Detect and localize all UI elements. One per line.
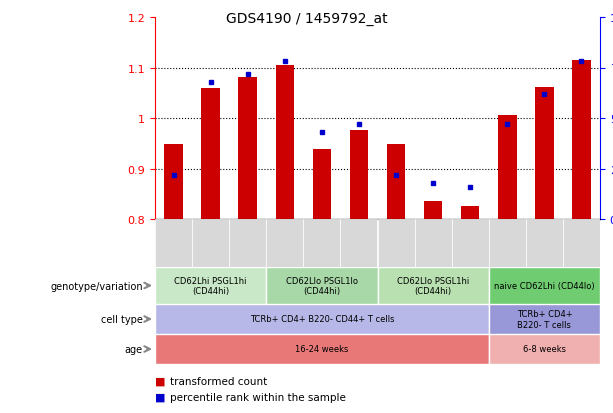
Bar <box>275 66 294 219</box>
Bar <box>266 267 378 304</box>
Text: ■: ■ <box>155 376 166 386</box>
Bar <box>155 219 192 267</box>
Bar <box>489 334 600 364</box>
Text: 16-24 weeks: 16-24 weeks <box>295 345 349 354</box>
Bar <box>387 145 405 219</box>
Text: percentile rank within the sample: percentile rank within the sample <box>170 392 346 402</box>
Bar <box>452 219 489 267</box>
Text: naive CD62Lhi (CD44lo): naive CD62Lhi (CD44lo) <box>494 281 595 290</box>
Bar <box>461 206 479 219</box>
Bar <box>164 145 183 219</box>
Bar <box>489 304 600 334</box>
Text: age: age <box>124 344 143 354</box>
Bar <box>349 130 368 219</box>
Bar <box>238 77 257 219</box>
Text: cell type: cell type <box>101 314 143 324</box>
Text: ■: ■ <box>155 392 166 402</box>
Bar <box>489 267 600 304</box>
Bar <box>303 219 340 267</box>
Bar <box>201 88 220 219</box>
Bar <box>563 219 600 267</box>
Bar <box>155 334 489 364</box>
Bar <box>229 219 266 267</box>
Text: CD62Llo PSGL1hi
(CD44hi): CD62Llo PSGL1hi (CD44hi) <box>397 276 469 295</box>
Bar <box>192 219 229 267</box>
Bar <box>535 88 554 219</box>
Text: GDS4190 / 1459792_at: GDS4190 / 1459792_at <box>226 12 387 26</box>
Text: transformed count: transformed count <box>170 376 268 386</box>
Bar <box>378 219 414 267</box>
Text: TCRb+ CD4+ B220- CD44+ T cells: TCRb+ CD4+ B220- CD44+ T cells <box>249 315 394 324</box>
Bar <box>155 267 266 304</box>
Text: 6-8 weeks: 6-8 weeks <box>523 345 566 354</box>
Bar <box>498 116 517 219</box>
Text: genotype/variation: genotype/variation <box>50 281 143 291</box>
Bar <box>340 219 378 267</box>
Bar <box>155 304 489 334</box>
Text: CD62Lhi PSGL1hi
(CD44hi): CD62Lhi PSGL1hi (CD44hi) <box>174 276 247 295</box>
Bar <box>313 150 331 219</box>
Text: CD62Llo PSGL1lo
(CD44hi): CD62Llo PSGL1lo (CD44hi) <box>286 276 358 295</box>
Text: TCRb+ CD4+
B220- T cells: TCRb+ CD4+ B220- T cells <box>517 310 572 329</box>
Bar <box>526 219 563 267</box>
Bar <box>424 201 443 219</box>
Bar <box>378 267 489 304</box>
Bar <box>489 219 526 267</box>
Bar <box>414 219 452 267</box>
Bar <box>266 219 303 267</box>
Bar <box>572 61 591 219</box>
